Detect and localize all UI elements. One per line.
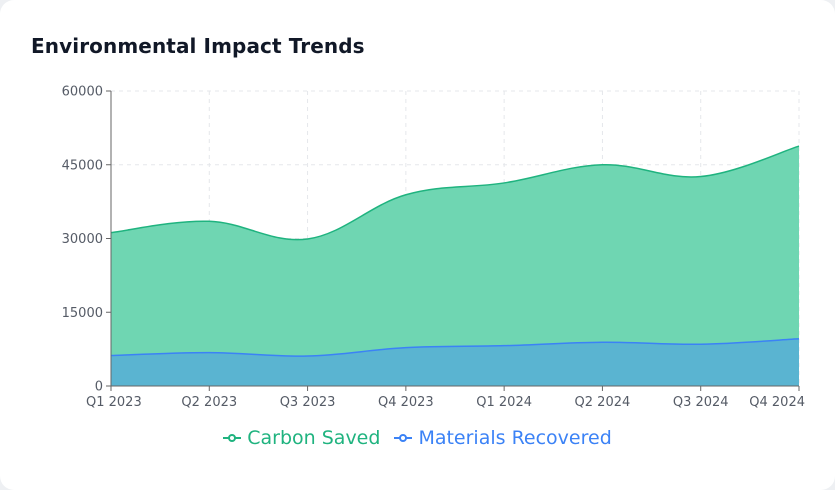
- x-tick-label: Q3 2023: [280, 395, 336, 410]
- data-point[interactable]: [207, 219, 212, 224]
- data-point[interactable]: [600, 340, 605, 345]
- y-tick-label: 60000: [62, 85, 103, 100]
- series-carbon-saved-area: [111, 146, 799, 386]
- data-point[interactable]: [305, 236, 310, 241]
- legend-marker-icon: [223, 434, 242, 442]
- series-areas: [110, 144, 802, 386]
- x-tick-label: Q2 2023: [181, 395, 237, 410]
- y-tick-label: 45000: [62, 158, 103, 173]
- data-point[interactable]: [797, 144, 802, 149]
- series-carbon-saved-line: [110, 145, 800, 241]
- legend: Carbon Saved Materials Recovered: [0, 427, 835, 449]
- x-tick-label: Q1 2024: [476, 395, 532, 410]
- series-materials-recovered-line: [110, 338, 800, 357]
- legend-label: Materials Recovered: [418, 427, 612, 449]
- data-point[interactable]: [305, 354, 310, 359]
- legend-label: Carbon Saved: [247, 427, 381, 449]
- y-tick-label: 15000: [62, 306, 103, 321]
- x-tick-labels: Q1 2023 Q2 2023 Q3 2023 Q4 2023 Q1 2024 Q2 20…: [86, 395, 805, 410]
- legend-marker-icon: [394, 434, 413, 442]
- y-tick-labels: 0 15000 30000 45000 60000: [62, 85, 103, 395]
- legend-item-carbon-saved[interactable]: Carbon Saved: [223, 427, 380, 449]
- x-tick-label: Q4 2024: [749, 395, 805, 410]
- data-point[interactable]: [403, 345, 408, 350]
- data-point[interactable]: [600, 162, 605, 167]
- data-point[interactable]: [403, 192, 408, 197]
- data-point[interactable]: [502, 343, 507, 348]
- x-tick-label: Q1 2023: [86, 395, 142, 410]
- data-point[interactable]: [797, 336, 802, 341]
- y-tick-label: 0: [95, 380, 103, 395]
- data-point[interactable]: [502, 180, 507, 185]
- series-materials-recovered-area: [111, 338, 799, 386]
- x-tick-label: Q4 2023: [378, 395, 434, 410]
- chart-title: Environmental Impact Trends: [31, 34, 365, 58]
- x-tick-label: Q2 2024: [575, 395, 631, 410]
- data-point[interactable]: [207, 350, 212, 355]
- y-tick-label: 30000: [62, 232, 103, 247]
- axes: [106, 90, 800, 391]
- x-tick-label: Q3 2024: [673, 395, 729, 410]
- data-point[interactable]: [698, 174, 703, 179]
- data-point[interactable]: [698, 342, 703, 347]
- legend-item-materials-recovered[interactable]: Materials Recovered: [394, 427, 612, 449]
